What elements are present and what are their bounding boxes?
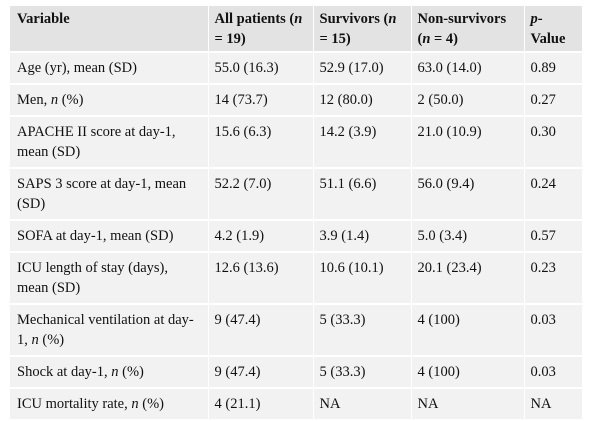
cell-all-patients: 4.2 (1.9)	[208, 220, 314, 253]
table-row: Age (yr), mean (SD) 55.0 (16.3) 52.9 (17.0…	[10, 52, 582, 85]
cell-survivors: 5 (33.3)	[313, 304, 412, 357]
cell-p-value: 0.24	[524, 168, 582, 221]
cell-all-patients: 15.6 (6.3)	[208, 116, 314, 169]
cell-all-patients: 9 (47.4)	[208, 356, 314, 389]
row-label: SOFA at day-1, mean (SD)	[10, 220, 209, 253]
cell-p-value: NA	[524, 388, 582, 421]
row-label: ICU mortality rate, n (%)	[10, 388, 209, 421]
row-label: Age (yr), mean (SD)	[10, 52, 209, 85]
cell-survivors: 14.2 (3.9)	[313, 116, 412, 169]
cell-survivors: 12 (80.0)	[313, 84, 412, 117]
cell-survivors: 10.6 (10.1)	[313, 252, 412, 305]
cell-all-patients: 55.0 (16.3)	[208, 52, 314, 85]
cell-non-survivors: 20.1 (23.4)	[411, 252, 525, 305]
row-label: Men, n (%)	[10, 84, 209, 117]
cell-p-value: 0.03	[524, 304, 582, 357]
header-variable: Variable	[10, 6, 209, 53]
cell-survivors: 52.9 (17.0)	[313, 52, 412, 85]
cell-non-survivors: 4 (100)	[411, 304, 525, 357]
table-row: SAPS 3 score at day-1, mean (SD) 52.2 (7.…	[10, 168, 582, 221]
cell-survivors: NA	[313, 388, 412, 421]
table-row: ICU length of stay (days), mean (SD) 12.6…	[10, 252, 582, 305]
cell-survivors: 51.1 (6.6)	[313, 168, 412, 221]
cell-p-value: 0.27	[524, 84, 582, 117]
cell-non-survivors: NA	[411, 388, 525, 421]
cell-p-value: 0.03	[524, 356, 582, 389]
table-row: APACHE II score at day-1, mean (SD) 15.6 …	[10, 116, 582, 169]
cell-all-patients: 12.6 (13.6)	[208, 252, 314, 305]
row-label: ICU length of stay (days), mean (SD)	[10, 252, 209, 305]
patient-characteristics-table: Variable All patients (n = 19) Survivors…	[10, 6, 582, 421]
cell-p-value: 0.57	[524, 220, 582, 253]
cell-non-survivors: 4 (100)	[411, 356, 525, 389]
table-row: Shock at day-1, n (%) 9 (47.4) 5 (33.3) 4 (…	[10, 356, 582, 389]
cell-all-patients: 4 (21.1)	[208, 388, 314, 421]
row-label: SAPS 3 score at day-1, mean (SD)	[10, 168, 209, 221]
cell-p-value: 0.23	[524, 252, 582, 305]
header-non-survivors: Non-survivors (n = 4)	[411, 6, 525, 53]
header-p-value: p-Value	[524, 6, 582, 53]
cell-non-survivors: 56.0 (9.4)	[411, 168, 525, 221]
cell-p-value: 0.89	[524, 52, 582, 85]
cell-non-survivors: 5.0 (3.4)	[411, 220, 525, 253]
header-all-patients: All patients (n = 19)	[208, 6, 314, 53]
cell-survivors: 3.9 (1.4)	[313, 220, 412, 253]
cell-non-survivors: 21.0 (10.9)	[411, 116, 525, 169]
table-row: Mechanical ventilation at day-1, n (%) 9 …	[10, 304, 582, 357]
table-row: Men, n (%) 14 (73.7) 12 (80.0) 2 (50.0) 0.27	[10, 84, 582, 117]
cell-non-survivors: 63.0 (14.0)	[411, 52, 525, 85]
cell-all-patients: 9 (47.4)	[208, 304, 314, 357]
cell-p-value: 0.30	[524, 116, 582, 169]
row-label: Shock at day-1, n (%)	[10, 356, 209, 389]
cell-survivors: 5 (33.3)	[313, 356, 412, 389]
row-label: APACHE II score at day-1, mean (SD)	[10, 116, 209, 169]
cell-non-survivors: 2 (50.0)	[411, 84, 525, 117]
cell-all-patients: 52.2 (7.0)	[208, 168, 314, 221]
header-row: Variable All patients (n = 19) Survivors…	[10, 6, 582, 53]
cell-all-patients: 14 (73.7)	[208, 84, 314, 117]
row-label: Mechanical ventilation at day-1, n (%)	[10, 304, 209, 357]
table-row: ICU mortality rate, n (%) 4 (21.1) NA NA NA	[10, 388, 582, 421]
header-survivors: Survivors (n = 15)	[313, 6, 412, 53]
table-row: SOFA at day-1, mean (SD) 4.2 (1.9) 3.9 (1.…	[10, 220, 582, 253]
